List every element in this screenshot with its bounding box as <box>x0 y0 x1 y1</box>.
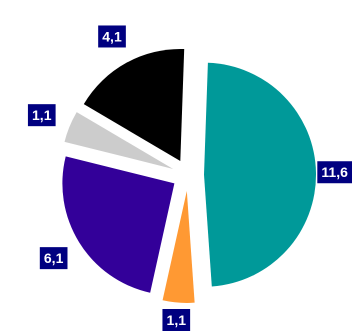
data-label-5: 4,1 <box>98 25 126 48</box>
pie-slice-4 <box>64 112 174 169</box>
data-label-box <box>162 309 191 331</box>
data-label-2: 1,1 <box>162 309 191 331</box>
data-label-text: 11,6 <box>321 164 348 180</box>
pie-slices <box>62 48 317 303</box>
data-label-box <box>317 161 352 184</box>
data-label-1: 11,6 <box>317 161 352 184</box>
pie-slice-5 <box>83 48 185 161</box>
pie-slice-2 <box>162 190 195 303</box>
data-label-4: 1,1 <box>27 104 56 127</box>
pie-data-labels: 11,6 1,1 6,1 1,1 4,1 <box>27 25 352 331</box>
data-label-text: 4,1 <box>102 28 122 44</box>
data-label-text: 1,1 <box>32 107 52 123</box>
pie-slice-1 <box>204 62 317 287</box>
pie-slice-3 <box>62 156 175 293</box>
data-label-box <box>39 247 68 270</box>
data-label-box <box>27 104 56 127</box>
data-label-3: 6,1 <box>39 247 68 270</box>
data-label-box <box>98 25 126 48</box>
data-label-text: 1,1 <box>167 312 187 328</box>
data-label-text: 6,1 <box>44 250 64 266</box>
